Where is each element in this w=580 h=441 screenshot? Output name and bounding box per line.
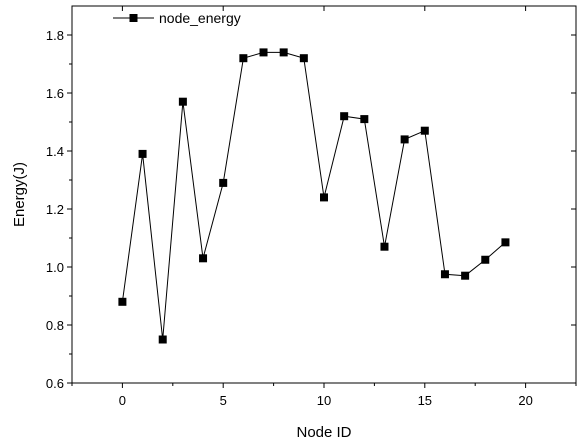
data-point (501, 238, 510, 247)
y-axis-label: Energy(J) (11, 162, 28, 227)
data-point (118, 297, 127, 306)
x-axis-label: Node ID (296, 424, 351, 441)
x-axis-ticks: 0 5 10 15 20 (71, 6, 577, 408)
data-point (340, 112, 349, 121)
data-point (219, 178, 228, 187)
data-point (158, 335, 167, 344)
x-tick-label: 15 (418, 393, 432, 408)
data-point (400, 135, 409, 144)
y-axis-ticks: 0.6 0.8 1.0 1.2 1.4 1.6 1.8 (46, 28, 576, 391)
x-tick-label: 20 (518, 393, 532, 408)
data-point (178, 97, 187, 106)
series-line (121, 51, 506, 340)
legend: node_energy (113, 10, 241, 26)
data-point (259, 48, 268, 57)
y-tick-label: 1.0 (46, 260, 64, 275)
data-point (199, 254, 208, 263)
data-point (239, 54, 248, 63)
data-point (320, 193, 328, 202)
x-tick-label: 5 (220, 393, 227, 408)
data-point (360, 115, 369, 124)
x-tick-label: 0 (119, 393, 126, 408)
data-point (440, 270, 449, 279)
y-tick-label: 1.2 (46, 202, 64, 217)
series-layer (118, 48, 510, 344)
data-point (299, 54, 308, 63)
data-point (420, 126, 429, 135)
data-point (481, 255, 490, 264)
legend-marker (129, 14, 138, 22)
data-point (279, 48, 288, 57)
data-point (138, 149, 147, 158)
data-point (461, 271, 470, 280)
legend-label: node_energy (159, 10, 241, 26)
y-tick-label: 1.4 (46, 144, 64, 159)
y-tick-label: 0.8 (46, 318, 64, 333)
y-tick-label: 1.6 (46, 86, 64, 101)
x-tick-label: 10 (317, 393, 331, 408)
data-point (380, 242, 389, 251)
y-tick-label: 1.8 (46, 28, 64, 43)
y-tick-label: 0.6 (46, 376, 64, 391)
